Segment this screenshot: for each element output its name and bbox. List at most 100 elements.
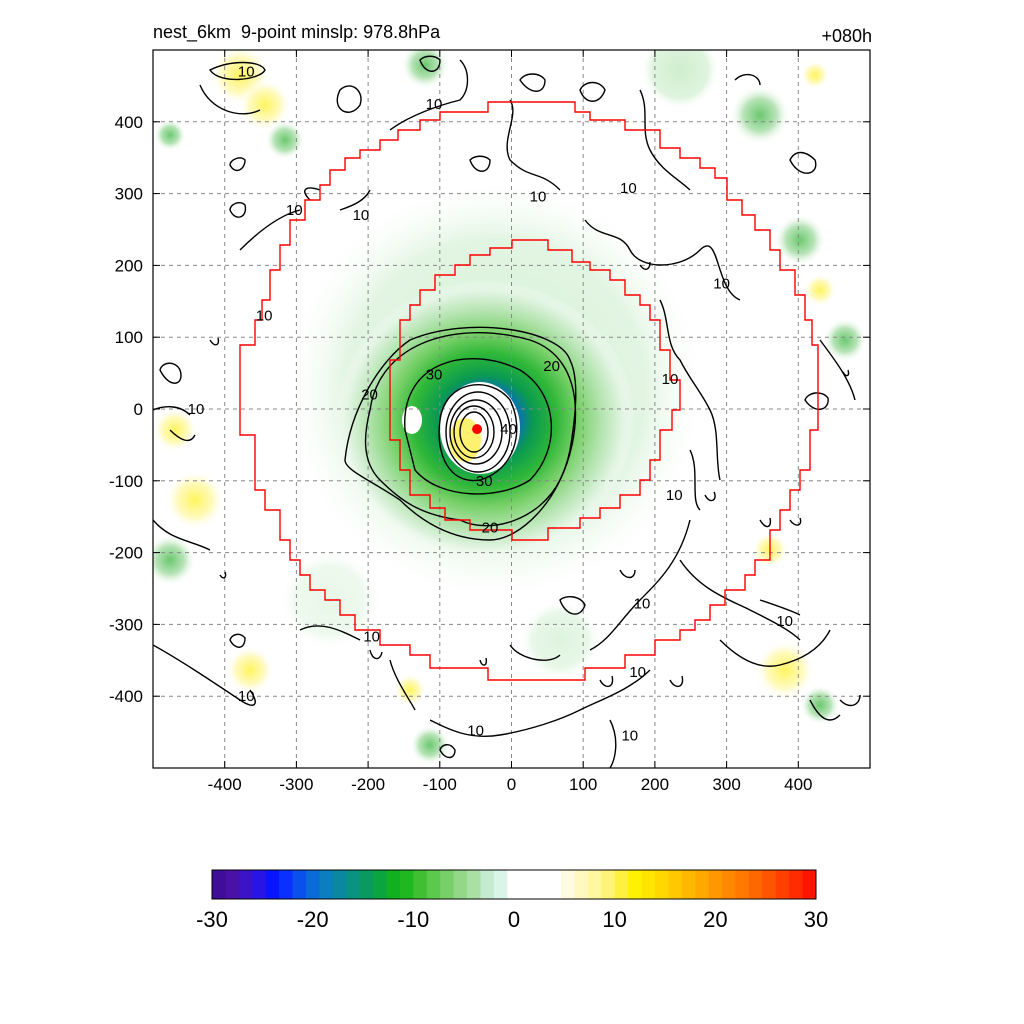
colorbar-swatch (507, 870, 522, 899)
contour-lines (153, 55, 861, 768)
x-axis-ticks: -400 -300 -200 -100 0 100 200 300 400 (208, 50, 812, 794)
colorbar-frame (211, 869, 817, 900)
colorbar-swatch (534, 870, 549, 899)
colorbar-swatch (601, 870, 616, 899)
colorbar-swatch (292, 870, 307, 899)
colorbar-swatch (332, 870, 347, 899)
colorbar-swatch (789, 870, 804, 899)
colorbar-swatch (775, 870, 790, 899)
colorbar-tick-label: 0 (508, 907, 520, 932)
colorbar-swatch (708, 870, 723, 899)
x-tick-label: -100 (423, 775, 457, 794)
colorbar-swatch (426, 870, 441, 899)
colorbar-swatch (520, 870, 535, 899)
colorbar-tick-label: 30 (804, 907, 828, 932)
y-tick-label: -200 (109, 544, 143, 563)
colorbar-swatch (440, 870, 455, 899)
contour-label: 10 (620, 180, 637, 197)
colorbar-swatch (373, 870, 387, 899)
y-tick-label: 400 (115, 113, 143, 132)
colorbar-swatch (735, 870, 750, 899)
colorbar-swatch (547, 870, 562, 899)
colorbar-swatch (467, 870, 481, 899)
colorbar-swatch (359, 870, 374, 899)
colorbar-swatch (802, 870, 817, 899)
contour-label: 10 (188, 401, 205, 418)
contour-label: 10 (238, 688, 255, 705)
contour-label: 10 (666, 487, 683, 504)
colorbar-swatch (668, 870, 683, 899)
colorbar-tick-labels: -30 -20 -10 0 10 20 30 (196, 907, 828, 932)
contour-label: 20 (543, 358, 560, 375)
forecast-hour-label: +080h (821, 26, 872, 46)
contour-label: 30 (476, 473, 493, 490)
colorbar-swatch (480, 870, 495, 899)
contour-label: 10 (467, 723, 484, 740)
colorbar-swatch (641, 870, 656, 899)
colorbar-swatch (628, 870, 643, 899)
x-tick-label: 100 (569, 775, 597, 794)
colorbar-swatch (587, 870, 602, 899)
colorbar-swatch (493, 870, 508, 899)
colorbar-swatch (279, 870, 294, 899)
y-tick-label: 100 (115, 328, 143, 347)
colorbar-swatch (305, 870, 320, 899)
colorbar-swatch (695, 870, 710, 899)
contour-label: 20 (361, 387, 378, 404)
colorbar-swatch (346, 870, 361, 899)
colorbar-tick-label: 10 (602, 907, 626, 932)
y-tick-label: 0 (134, 400, 143, 419)
colorbar-tick-label: -10 (397, 907, 429, 932)
contour-label: 10 (286, 202, 303, 219)
colorbar-swatch (319, 870, 334, 899)
contour-label: 10 (662, 371, 679, 388)
wind-field-shading (153, 50, 867, 765)
colorbar-swatch (453, 870, 468, 899)
y-tick-label: 300 (115, 185, 143, 204)
x-tick-label: -400 (208, 775, 242, 794)
colorbar-swatch (386, 870, 401, 899)
colorbar-swatch (212, 870, 226, 899)
x-tick-label: -200 (351, 775, 385, 794)
contour-label: 10 (256, 308, 273, 325)
contour-labels: 10 10 10 10 10 10 10 10 10 10 10 10 10 10 10 10 10 10 20 20… (188, 64, 793, 745)
contour-label: 10 (238, 64, 255, 81)
map-title: nest_6km 9-point minslp: 978.8hPa (153, 22, 441, 42)
colorbar-swatch (265, 870, 280, 899)
y-axis-ticks: 400 300 200 100 0 -100 -200 -300 -400 (109, 113, 870, 706)
x-tick-label: 200 (641, 775, 669, 794)
contour-label: 20 (482, 519, 499, 536)
y-tick-label: 200 (115, 256, 143, 275)
colorbar-swatch (252, 870, 267, 899)
colorbar-swatch (654, 870, 669, 899)
colorbar-tick-label: -30 (196, 907, 228, 932)
colorbar-swatch (225, 870, 240, 899)
colorbar-tick-label: 20 (703, 907, 727, 932)
storm-center-marker (472, 424, 483, 435)
colorbar-swatch (560, 870, 575, 899)
contour-label: 10 (363, 629, 380, 646)
x-tick-label: 0 (507, 775, 516, 794)
contour-label: 10 (426, 96, 443, 113)
x-tick-label: 400 (784, 775, 812, 794)
contour-label: 10 (713, 275, 730, 292)
contour-label: 10 (530, 188, 547, 205)
y-tick-label: -300 (109, 615, 143, 634)
y-tick-label: -400 (109, 687, 143, 706)
colorbar-swatch (399, 870, 414, 899)
colorbar-swatch (722, 870, 736, 899)
x-tick-label: 300 (712, 775, 740, 794)
colorbar-swatch (238, 870, 253, 899)
colorbar-swatch (574, 870, 589, 899)
x-tick-label: -300 (279, 775, 313, 794)
contour-label: 40 (500, 421, 517, 438)
y-tick-label: -100 (109, 472, 143, 491)
colorbar-tick-label: -20 (297, 907, 329, 932)
contour-label: 10 (621, 728, 638, 745)
colorbar-swatch (413, 870, 428, 899)
contour-label: 30 (426, 367, 443, 384)
contour-label: 10 (776, 613, 793, 630)
colorbar-swatch (681, 870, 696, 899)
contour-label: 10 (353, 207, 370, 224)
